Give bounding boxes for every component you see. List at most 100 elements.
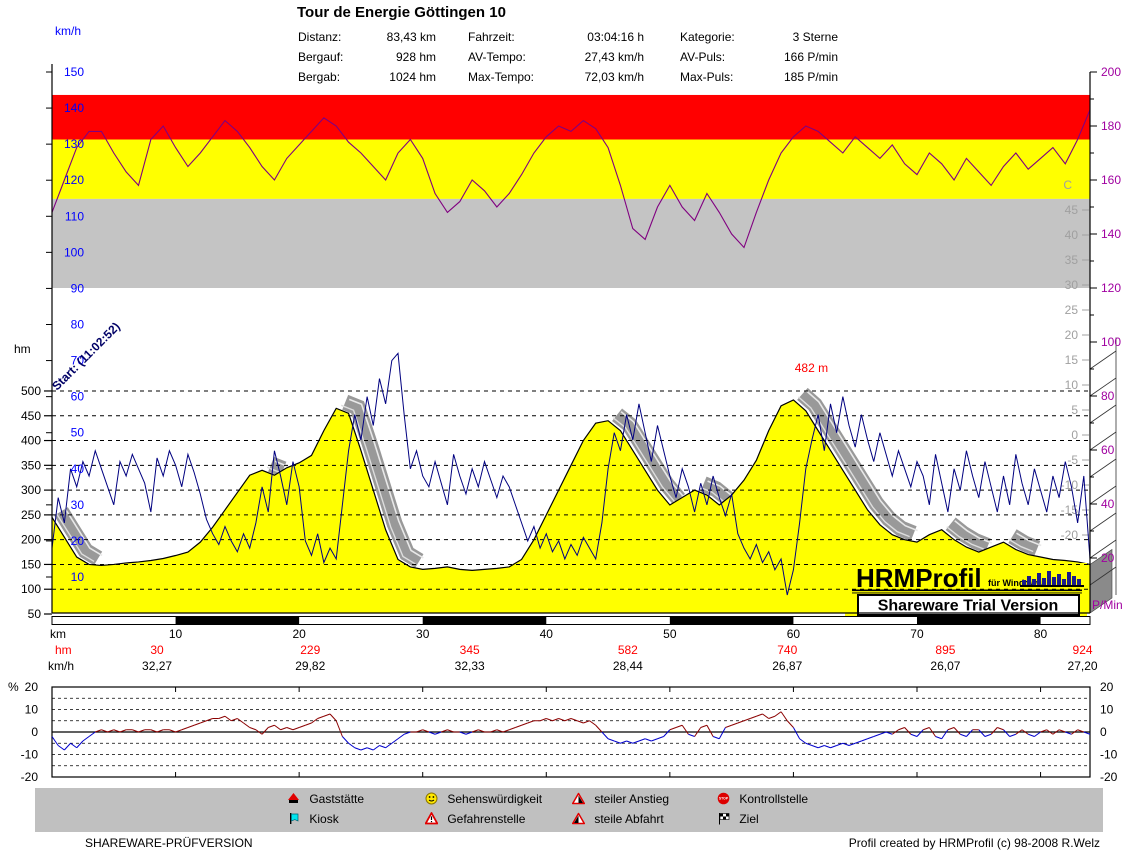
- pmin-tick-label: 40: [1101, 497, 1115, 511]
- gradient-line-seg: [891, 729, 899, 735]
- segment-kmh-value: 28,44: [613, 659, 643, 673]
- stat-value: 3 Sterne: [792, 30, 838, 44]
- kmh-tick-label: 150: [64, 65, 84, 79]
- gradient-line-seg: [966, 729, 973, 737]
- segment-hm-value: 30: [150, 643, 164, 657]
- gradient-line-seg: [786, 720, 794, 728]
- gradient-line-seg: [712, 736, 720, 740]
- gradient-line-seg: [935, 736, 942, 740]
- logo-skyline: [1077, 579, 1081, 585]
- kmh-tick-label: 120: [64, 173, 84, 187]
- gradient-line-seg: [910, 733, 918, 737]
- gradient-line-seg: [527, 720, 535, 724]
- gradient-line-seg: [817, 745, 825, 749]
- legend-item-kontrollstelle: STOP Kontrollstelle: [717, 792, 808, 808]
- gradient-line-seg: [1058, 729, 1066, 733]
- gradient-line-seg: [317, 715, 325, 719]
- temp-tick-label: 20: [1065, 328, 1079, 342]
- logo-divider: [852, 589, 1082, 592]
- gradient-line-seg: [428, 731, 436, 735]
- gradient-line-seg: [496, 729, 504, 733]
- gradient-tick-right: 20: [1100, 680, 1114, 694]
- gradient-line-seg: [206, 718, 213, 722]
- gradient-line-seg: [471, 729, 479, 733]
- gradient-line-seg: [441, 729, 448, 733]
- km-tick-label: 50: [663, 627, 677, 641]
- segment-hm-value: 924: [1073, 643, 1093, 657]
- speed-line: [51, 352, 1091, 596]
- gradient-tick-right: -10: [1100, 748, 1118, 762]
- gradient-line-seg: [274, 724, 281, 731]
- temp-axis-label: C: [1063, 178, 1072, 192]
- legend-item-gefahrenstelle: Gefahrenstelle: [424, 812, 525, 828]
- gradient-line-seg: [780, 711, 788, 722]
- logo-skyline: [1062, 579, 1066, 585]
- gradient-line-seg: [1003, 729, 1011, 737]
- kmh-tick-label: 10: [71, 570, 85, 584]
- ribbon-stripe: [1008, 538, 1034, 553]
- hm-tick-label: 250: [21, 508, 41, 522]
- pmin-3d-hatch: [1089, 458, 1117, 478]
- temp-tick-label: -5: [1067, 453, 1078, 467]
- temp-tick-label: 25: [1065, 303, 1079, 317]
- gradient-line-seg: [885, 731, 893, 735]
- gradient-line-seg: [842, 742, 850, 746]
- gradient-line-seg: [688, 733, 695, 737]
- kmh-tick-label: 90: [71, 281, 85, 295]
- gradient-line-seg: [546, 718, 553, 722]
- gradient-line-seg: [323, 713, 331, 717]
- legend-label: steiler Anstieg: [594, 792, 670, 806]
- ribbon-stripe: [56, 513, 95, 563]
- gradient-line-seg: [539, 718, 547, 722]
- gradient-line-seg: [76, 740, 84, 749]
- stats-column-distance: Distanz: 83,43 km Bergauf: 928 hm Bergab: 1…: [298, 27, 436, 87]
- gradient-line-seg: [638, 738, 646, 742]
- gradient-line-seg: [792, 727, 801, 739]
- km-scale-bar-segment: [422, 616, 547, 625]
- gradient-line-seg: [101, 729, 108, 733]
- pmin-tick-label: 180: [1101, 119, 1121, 133]
- stat-value: 83,43 km: [386, 30, 436, 44]
- gradient-line-seg: [614, 740, 621, 744]
- gradient-line-seg: [366, 747, 374, 751]
- gradient-line-seg: [681, 724, 689, 735]
- gradient-line-seg: [113, 729, 121, 733]
- temp-tick-label: 40: [1065, 228, 1079, 242]
- kmh-tick-label: 20: [71, 534, 85, 548]
- elevation-3d-ribbon: [1008, 529, 1041, 556]
- svg-text:STOP: STOP: [719, 797, 729, 801]
- gradient-line-seg: [119, 729, 127, 733]
- gradient-line-seg: [774, 711, 782, 717]
- gradient-line-seg: [490, 729, 498, 733]
- stats-column-time: Fahrzeit: 03:04:16 h AV-Tempo: 27,43 km/h …: [468, 27, 644, 87]
- stat-value: 72,03 km/h: [584, 70, 644, 84]
- gradient-line-seg: [824, 745, 831, 749]
- hm-row-label: hm: [55, 643, 72, 657]
- stat-label: Bergauf:: [298, 50, 344, 64]
- gradient-line-seg: [879, 731, 887, 735]
- segment-kmh-value: 32,27: [142, 659, 172, 673]
- gradient-line-seg: [292, 727, 300, 731]
- gradient-line-seg: [749, 715, 757, 719]
- gradient-line-seg: [1021, 729, 1029, 735]
- gradient-line-seg: [855, 740, 862, 744]
- elevation-3d-ribbon: [54, 507, 103, 566]
- segment-hm-value: 582: [618, 643, 638, 657]
- elevation-3d-ribbon: [612, 408, 686, 505]
- kmh-tick-label: 110: [65, 209, 84, 223]
- hm-tick-label: 350: [21, 458, 41, 472]
- km-row-label: km: [50, 627, 66, 641]
- gradient-line-seg: [922, 727, 930, 731]
- stats-column-pulse: Kategorie: 3 Sterne AV-Puls: 166 P/min Max…: [680, 27, 838, 87]
- gradient-line-seg: [1083, 731, 1091, 735]
- gradient-line-seg: [737, 720, 745, 724]
- pmin-tick-label: 120: [1101, 281, 1121, 295]
- ribbon-stripe: [620, 411, 684, 497]
- segment-kmh-value: 26,87: [772, 659, 802, 673]
- gradient-line-seg: [51, 736, 59, 746]
- logo-divider: [852, 592, 1082, 594]
- logo-sub: für Windows: [988, 578, 1042, 588]
- km-scale-bar-segment: [175, 616, 300, 625]
- gradient-line-seg: [836, 742, 844, 746]
